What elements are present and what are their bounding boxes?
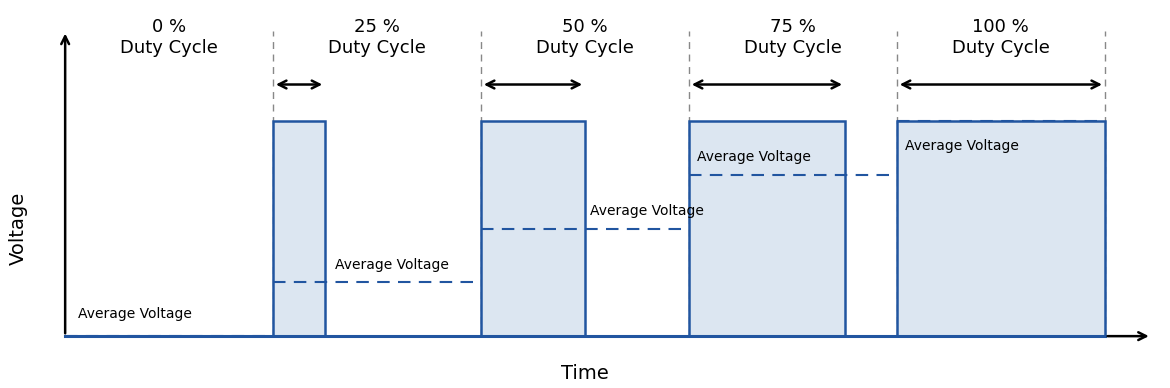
Bar [897, 121, 1104, 336]
Text: 0 %
Duty Cycle: 0 % Duty Cycle [121, 18, 218, 57]
Text: 100 %
Duty Cycle: 100 % Duty Cycle [952, 18, 1049, 57]
Text: Average Voltage: Average Voltage [336, 258, 449, 272]
Bar [689, 121, 845, 336]
Bar [481, 121, 585, 336]
Text: 75 %
Duty Cycle: 75 % Duty Cycle [744, 18, 842, 57]
Bar [273, 121, 325, 336]
Text: 25 %
Duty Cycle: 25 % Duty Cycle [328, 18, 426, 57]
Text: Average Voltage: Average Voltage [904, 139, 1019, 153]
Text: Average Voltage: Average Voltage [590, 204, 704, 218]
Text: Average Voltage: Average Voltage [78, 307, 192, 321]
Text: Time: Time [562, 364, 608, 383]
Text: 50 %
Duty Cycle: 50 % Duty Cycle [536, 18, 634, 57]
Text: Average Voltage: Average Voltage [697, 150, 811, 164]
Text: Voltage: Voltage [9, 192, 28, 265]
